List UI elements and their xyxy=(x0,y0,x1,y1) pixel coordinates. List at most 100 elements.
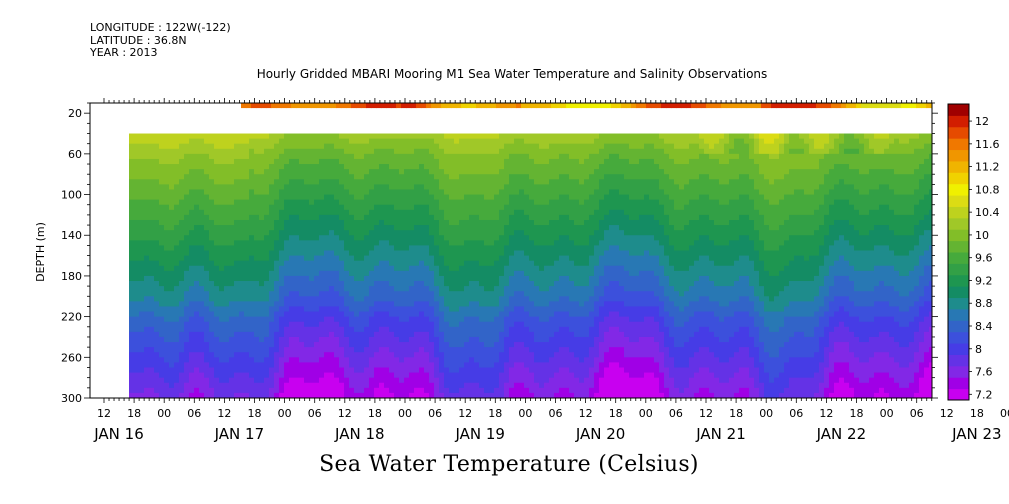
temperature-cell xyxy=(324,336,330,343)
temperature-cell xyxy=(354,387,360,394)
temperature-cell xyxy=(314,189,320,196)
temperature-cell xyxy=(474,275,480,282)
temperature-cell xyxy=(199,331,205,338)
temperature-cell xyxy=(199,387,205,394)
temperature-cell xyxy=(509,209,515,216)
temperature-cell xyxy=(244,235,250,241)
temperature-cell xyxy=(269,174,275,180)
temperature-cell xyxy=(294,367,300,374)
temperature-cell xyxy=(329,392,335,398)
temperature-cell xyxy=(144,362,150,369)
temperature-cell xyxy=(584,281,590,287)
temperature-cell xyxy=(379,291,385,297)
temperature-cell xyxy=(349,291,355,297)
temperature-cell xyxy=(439,311,445,318)
temperature-cell xyxy=(449,133,455,140)
temperature-cell xyxy=(234,174,240,180)
temperature-cell xyxy=(224,316,230,323)
temperature-cell xyxy=(379,250,385,257)
temperature-cell xyxy=(434,392,440,398)
temperature-cell xyxy=(164,387,170,394)
temperature-cell xyxy=(384,260,390,267)
temperature-cell xyxy=(339,316,345,323)
temperature-cell xyxy=(389,265,395,272)
temperature-cell xyxy=(419,265,425,272)
temperature-cell xyxy=(164,230,170,236)
temperature-cell xyxy=(434,326,440,333)
temperature-cell xyxy=(174,372,180,379)
surface-cell xyxy=(246,103,252,109)
temperature-cell xyxy=(249,392,255,398)
temperature-cell xyxy=(499,286,505,292)
temperature-cell xyxy=(209,301,215,308)
temperature-cell xyxy=(369,138,375,145)
temperature-cell xyxy=(219,148,225,155)
temperature-cell xyxy=(129,392,135,398)
temperature-cell xyxy=(349,311,355,318)
temperature-cell xyxy=(574,347,580,353)
temperature-cell xyxy=(164,240,170,247)
temperature-cell xyxy=(529,179,535,185)
temperature-cell xyxy=(469,342,475,348)
temperature-cell xyxy=(559,362,565,369)
temperature-cell xyxy=(309,245,315,252)
temperature-cell xyxy=(129,291,135,297)
temperature-cell xyxy=(289,372,295,379)
temperature-cell xyxy=(579,372,585,379)
temperature-cell xyxy=(199,367,205,374)
temperature-cell xyxy=(379,245,385,252)
temperature-cell xyxy=(169,270,175,277)
temperature-cell xyxy=(214,164,220,170)
temperature-cell xyxy=(194,321,200,328)
temperature-cell xyxy=(454,275,460,282)
temperature-cell xyxy=(514,392,520,398)
temperature-cell xyxy=(569,164,575,170)
temperature-cell xyxy=(434,194,440,201)
temperature-cell xyxy=(509,316,515,323)
temperature-cell xyxy=(179,281,185,287)
temperature-cell xyxy=(214,286,220,292)
temperature-cell xyxy=(164,169,170,175)
temperature-cell xyxy=(344,306,350,313)
temperature-cell xyxy=(309,336,315,343)
temperature-cell xyxy=(424,204,430,211)
temperature-cell xyxy=(574,331,580,338)
temperature-cell xyxy=(129,235,135,241)
temperature-cell xyxy=(509,387,515,394)
temperature-cell xyxy=(274,372,280,379)
temperature-cell xyxy=(194,306,200,313)
temperature-cell xyxy=(444,347,450,353)
temperature-cell xyxy=(519,204,525,211)
temperature-cell xyxy=(264,311,270,318)
surface-cell xyxy=(736,103,742,109)
temperature-cell xyxy=(279,382,285,389)
temperature-cell xyxy=(284,281,290,287)
temperature-cell xyxy=(279,174,285,180)
temperature-cell xyxy=(399,326,405,333)
temperature-cell xyxy=(329,158,335,165)
temperature-cell xyxy=(384,321,390,328)
temperature-cell xyxy=(589,240,595,247)
temperature-cell xyxy=(369,301,375,308)
temperature-cell xyxy=(314,352,320,358)
temperature-cell xyxy=(344,281,350,287)
temperature-cell xyxy=(509,362,515,369)
temperature-cell xyxy=(189,270,195,277)
temperature-cell xyxy=(464,270,470,277)
temperature-cell xyxy=(234,281,240,287)
temperature-cell xyxy=(449,219,455,226)
temperature-cell xyxy=(514,347,520,353)
temperature-cell xyxy=(144,352,150,358)
temperature-cell xyxy=(499,245,505,252)
temperature-cell xyxy=(289,377,295,384)
temperature-cell xyxy=(419,387,425,394)
temperature-cell xyxy=(384,194,390,201)
temperature-cell xyxy=(244,377,250,384)
temperature-cell xyxy=(539,255,545,262)
temperature-cell xyxy=(269,219,275,226)
temperature-cell xyxy=(184,194,190,201)
temperature-cell xyxy=(504,367,510,374)
temperature-cell xyxy=(524,179,530,185)
temperature-cell xyxy=(514,265,520,272)
temperature-cell xyxy=(164,336,170,343)
